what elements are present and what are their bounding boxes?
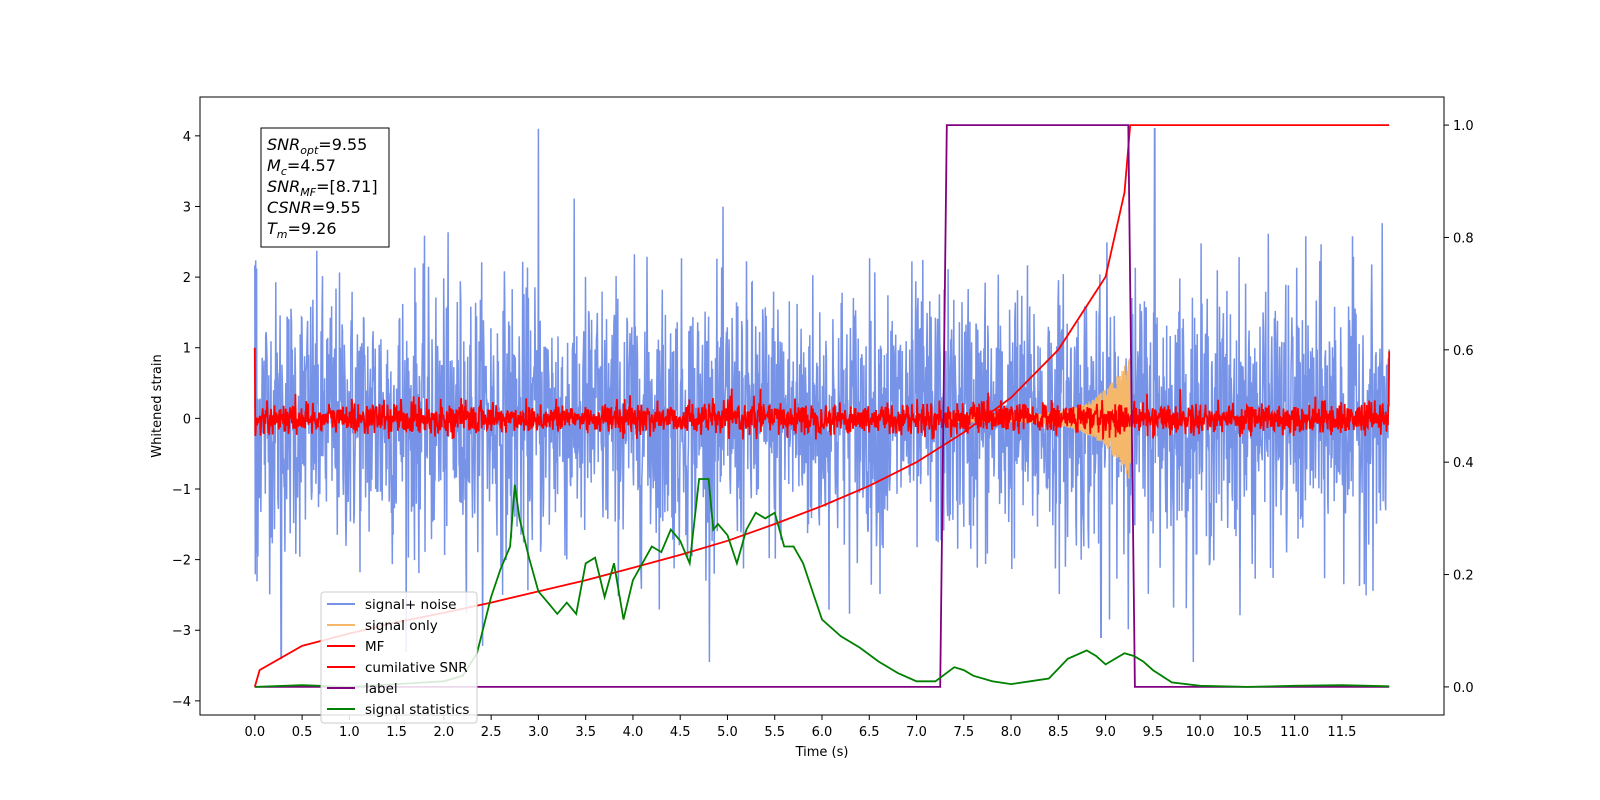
annotation-line: CSNR=9.55 [267, 198, 361, 217]
x-tick-label: 5.0 [717, 725, 738, 740]
legend-entry-label: MF [365, 639, 384, 655]
x-tick-label: 11.5 [1327, 725, 1356, 740]
x-tick-label: 7.0 [906, 725, 927, 740]
x-tick-label: 0.5 [292, 725, 313, 740]
legend-entry-label: signal statistics [365, 702, 469, 718]
y2-tick-label: 0.8 [1453, 231, 1474, 246]
annotation-line: Mc=4.57 [267, 156, 336, 178]
annotation-line: Tm=9.26 [267, 219, 337, 241]
x-tick-label: 1.0 [339, 725, 360, 740]
annotation-box-frame [260, 127, 390, 248]
y-tick-label: −2 [172, 554, 191, 569]
x-axis-label: Time (s) [795, 745, 849, 760]
y2-tick-label: 0.4 [1453, 456, 1474, 471]
x-tick-label: 2.0 [434, 725, 455, 740]
x-tick-label: 6.5 [859, 725, 880, 740]
x-tick-label: 8.0 [1001, 725, 1022, 740]
legend-entry-label: label [365, 681, 398, 697]
y2-tick-label: 1.0 [1453, 119, 1474, 134]
x-tick-label: 4.5 [670, 725, 691, 740]
y-tick-label: 4 [183, 130, 191, 145]
x-tick-label: 2.5 [481, 725, 502, 740]
x-tick-label: 11.0 [1280, 725, 1309, 740]
legend-frame [320, 591, 478, 724]
y-tick-label: −4 [172, 695, 191, 710]
y2-tick-label: 0.6 [1453, 344, 1474, 359]
y-axis-right: 1.0 0.8 0.6 0.4 0.2 0.0 [1444, 119, 1474, 696]
y2-tick-label: 0.2 [1453, 569, 1474, 584]
y-tick-label: 1 [183, 342, 191, 357]
x-tick-label: 3.5 [575, 725, 596, 740]
y-tick-label: −1 [172, 483, 191, 498]
x-tick-label: 8.5 [1048, 725, 1069, 740]
x-tick-label: 10.0 [1186, 725, 1215, 740]
y-tick-label: 2 [183, 271, 191, 286]
x-tick-label: 9.0 [1095, 725, 1116, 740]
x-tick-label: 10.5 [1233, 725, 1262, 740]
x-tick-label: 7.5 [953, 725, 974, 740]
legend: signal+ noise signal only MF cumilative SNR… [320, 591, 478, 724]
legend-entry-label: signal+ noise [365, 597, 456, 613]
legend-entry-label: signal only [365, 618, 438, 634]
annotation-line: SNRMF=[8.71] [267, 177, 378, 199]
x-tick-label: 0.0 [244, 725, 265, 740]
x-tick-label: 4.0 [623, 725, 644, 740]
y-tick-label: 0 [183, 412, 191, 427]
x-tick-label: 9.5 [1143, 725, 1164, 740]
legend-entry-label: cumilative SNR [365, 660, 468, 676]
annotation-line: SNRopt=9.55 [267, 135, 367, 157]
x-tick-label: 3.0 [528, 725, 549, 740]
y2-tick-label: 0.0 [1453, 681, 1474, 696]
series-mf-line [253, 347, 1391, 440]
series-signal-statistics-line [254, 478, 1390, 688]
series-label-line [254, 124, 1390, 688]
x-tick-label: 1.5 [386, 725, 407, 740]
y-axis-label: Whitened strain [150, 354, 165, 457]
y-tick-label: 3 [183, 200, 191, 215]
x-tick-label: 5.5 [764, 725, 785, 740]
series-signal-noise-line [254, 128, 1390, 663]
x-tick-label: 6.0 [812, 725, 833, 740]
x-axis: 0.0 0.5 1.0 1.5 2.0 2.5 3.0 3.5 4.0 4.5 5.0 5.5 6.0 6… [244, 715, 1356, 740]
y-axis-left: 4 3 2 1 0 −1 −2 −3 −4 [172, 130, 200, 710]
y-tick-label: −3 [172, 624, 191, 639]
